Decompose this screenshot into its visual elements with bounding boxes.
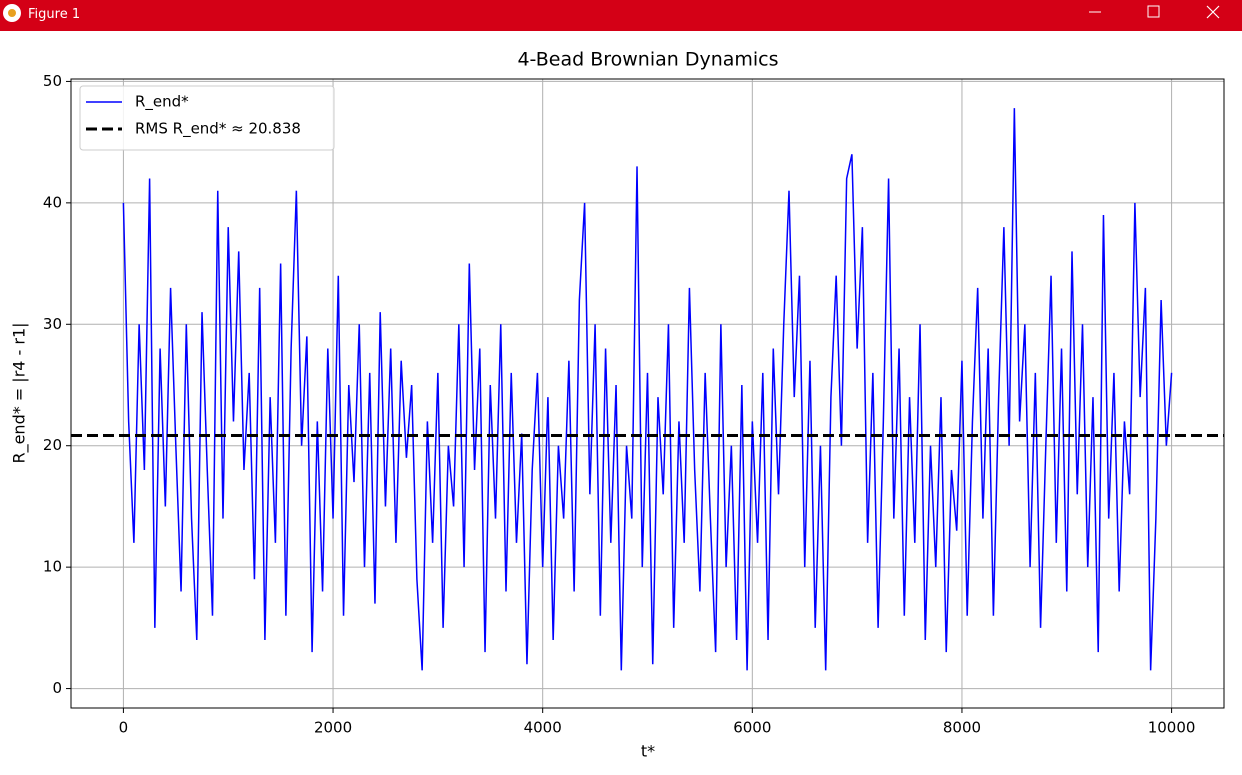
data-line: [122, 108, 1173, 671]
y-tick-label: 30: [43, 315, 62, 333]
x-tick-label: 2000: [314, 719, 352, 737]
maximize-button[interactable]: [1147, 5, 1160, 18]
y-tick-label: 40: [43, 193, 62, 211]
y-tick-label: 10: [43, 558, 62, 576]
x-tick-label: 6000: [733, 719, 771, 737]
title-bar-icons: [3, 4, 1220, 22]
chart: 4-Bead Brownian Dynamics t* R_end* = |r4…: [10, 49, 1225, 761]
x-tick-label: 4000: [524, 719, 562, 737]
legend-label: RMS R_end* ≈ 20.838: [135, 120, 301, 139]
y-axis-label: R_end* = |r4 - r1|: [10, 322, 30, 463]
x-tick-label: 10000: [1148, 719, 1196, 737]
legend-box: [79, 85, 335, 151]
chart-title: 4-Bead Brownian Dynamics: [517, 49, 778, 71]
close-button[interactable]: [1206, 5, 1220, 19]
plot-frame: [70, 78, 1225, 709]
window-title: Figure 1: [28, 7, 81, 22]
legend-label: R_end*: [135, 93, 189, 112]
x-tick-label: 0: [119, 719, 129, 737]
app-icon-dot: [8, 9, 16, 17]
x-axis-label: t*: [641, 742, 655, 761]
y-tick-label: 20: [43, 436, 62, 454]
y-tick-label: 0: [52, 679, 62, 697]
y-tick-label: 50: [43, 72, 62, 90]
x-tick-label: 8000: [943, 719, 981, 737]
title-bar: Figure 1: [0, 0, 1242, 31]
